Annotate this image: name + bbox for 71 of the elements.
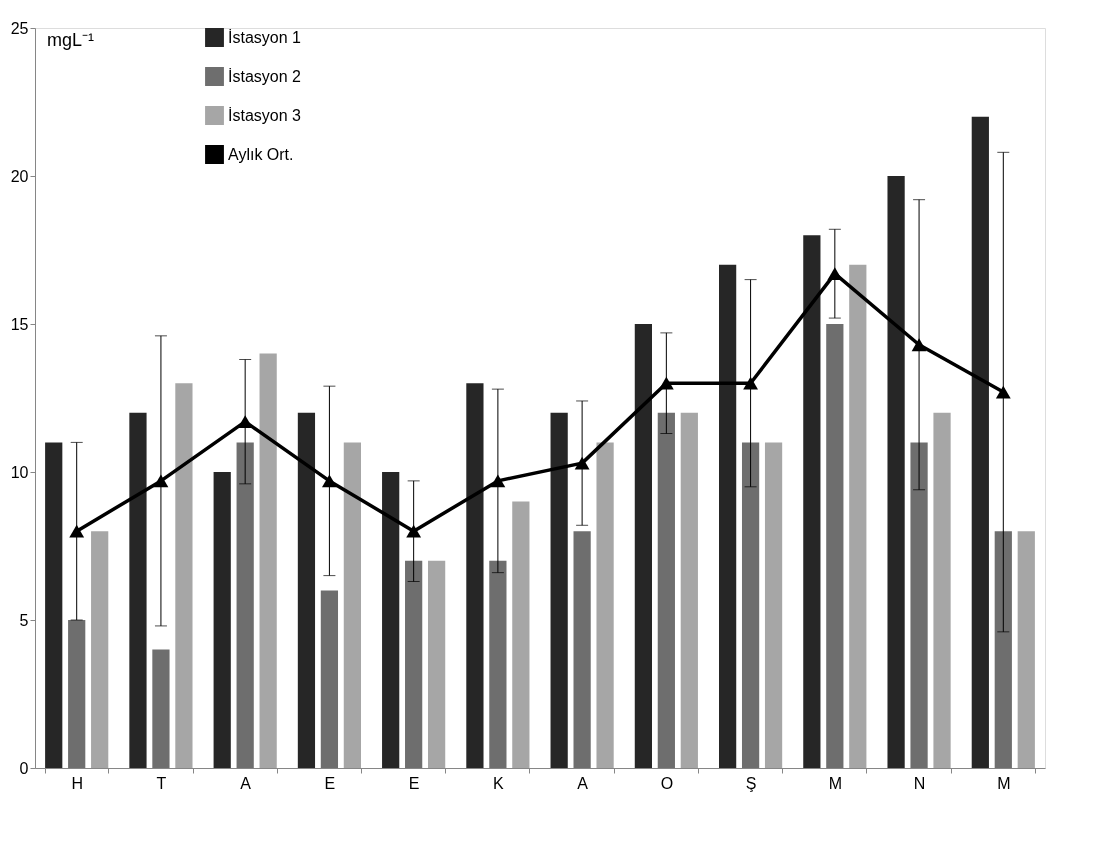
bar bbox=[933, 412, 951, 768]
point bbox=[69, 524, 85, 538]
bar bbox=[826, 324, 844, 768]
bar bbox=[764, 442, 783, 768]
bar bbox=[634, 324, 652, 768]
y-tick-label: 10 bbox=[10, 463, 29, 481]
bar bbox=[175, 383, 193, 768]
bar bbox=[320, 590, 339, 768]
x-tick-label: A bbox=[577, 774, 589, 792]
x-tick-label: K bbox=[493, 774, 505, 792]
x-tick-label: M bbox=[828, 774, 842, 792]
legend-label: Aylık Ort. bbox=[228, 145, 294, 163]
bar bbox=[994, 531, 1012, 768]
x-tick-label: E bbox=[408, 774, 420, 792]
y-tick-label: 15 bbox=[10, 315, 29, 333]
x-tick-label: M bbox=[997, 774, 1011, 792]
bar bbox=[1017, 531, 1035, 768]
bar bbox=[91, 531, 109, 768]
bar bbox=[152, 649, 170, 768]
x-tick-label: T bbox=[156, 774, 167, 792]
point bbox=[490, 474, 506, 488]
x-tick-label: E bbox=[324, 774, 336, 792]
point bbox=[321, 474, 337, 488]
point bbox=[995, 385, 1011, 399]
bar bbox=[297, 412, 316, 768]
legend-label: İstasyon 3 bbox=[228, 105, 302, 124]
bar bbox=[719, 264, 737, 768]
bar bbox=[596, 442, 614, 768]
point bbox=[406, 524, 422, 538]
bar bbox=[680, 412, 698, 768]
bar bbox=[657, 412, 675, 768]
y-axis-title: mgL⁻¹ bbox=[47, 30, 95, 50]
bar bbox=[849, 264, 867, 768]
bar bbox=[405, 560, 423, 768]
bar bbox=[382, 472, 400, 768]
point bbox=[827, 267, 843, 281]
bar bbox=[68, 620, 86, 768]
bar bbox=[466, 383, 484, 768]
bar bbox=[741, 442, 760, 768]
x-tick-label: O bbox=[660, 774, 674, 792]
bar bbox=[573, 531, 591, 768]
x-tick-label: H bbox=[71, 774, 83, 792]
x-tick-label: N bbox=[913, 774, 926, 792]
legend-label: İstasyon 1 bbox=[228, 27, 302, 46]
y-tick-label: 5 bbox=[19, 611, 29, 629]
legend-label: İstasyon 2 bbox=[228, 66, 302, 85]
point bbox=[153, 474, 169, 488]
bar bbox=[236, 442, 254, 768]
bar bbox=[343, 442, 361, 768]
bar bbox=[512, 501, 530, 768]
point bbox=[743, 376, 759, 390]
point bbox=[237, 415, 253, 429]
y-tick-label: 20 bbox=[10, 167, 29, 185]
y-tick-label: 0 bbox=[19, 759, 29, 777]
bar bbox=[910, 442, 928, 768]
bar bbox=[887, 176, 905, 768]
x-tick-label: Ş bbox=[745, 774, 757, 792]
bar bbox=[428, 560, 446, 768]
point bbox=[911, 338, 927, 352]
y-tick-label: 25 bbox=[10, 19, 29, 37]
bar bbox=[129, 412, 147, 768]
point bbox=[574, 456, 590, 470]
point bbox=[658, 376, 674, 390]
bar bbox=[45, 442, 63, 768]
bar bbox=[259, 353, 277, 768]
bar bbox=[550, 412, 568, 768]
x-tick-label: A bbox=[240, 774, 252, 792]
bar bbox=[803, 235, 821, 768]
bar bbox=[489, 560, 507, 768]
bar bbox=[971, 116, 989, 768]
bar bbox=[213, 472, 231, 768]
